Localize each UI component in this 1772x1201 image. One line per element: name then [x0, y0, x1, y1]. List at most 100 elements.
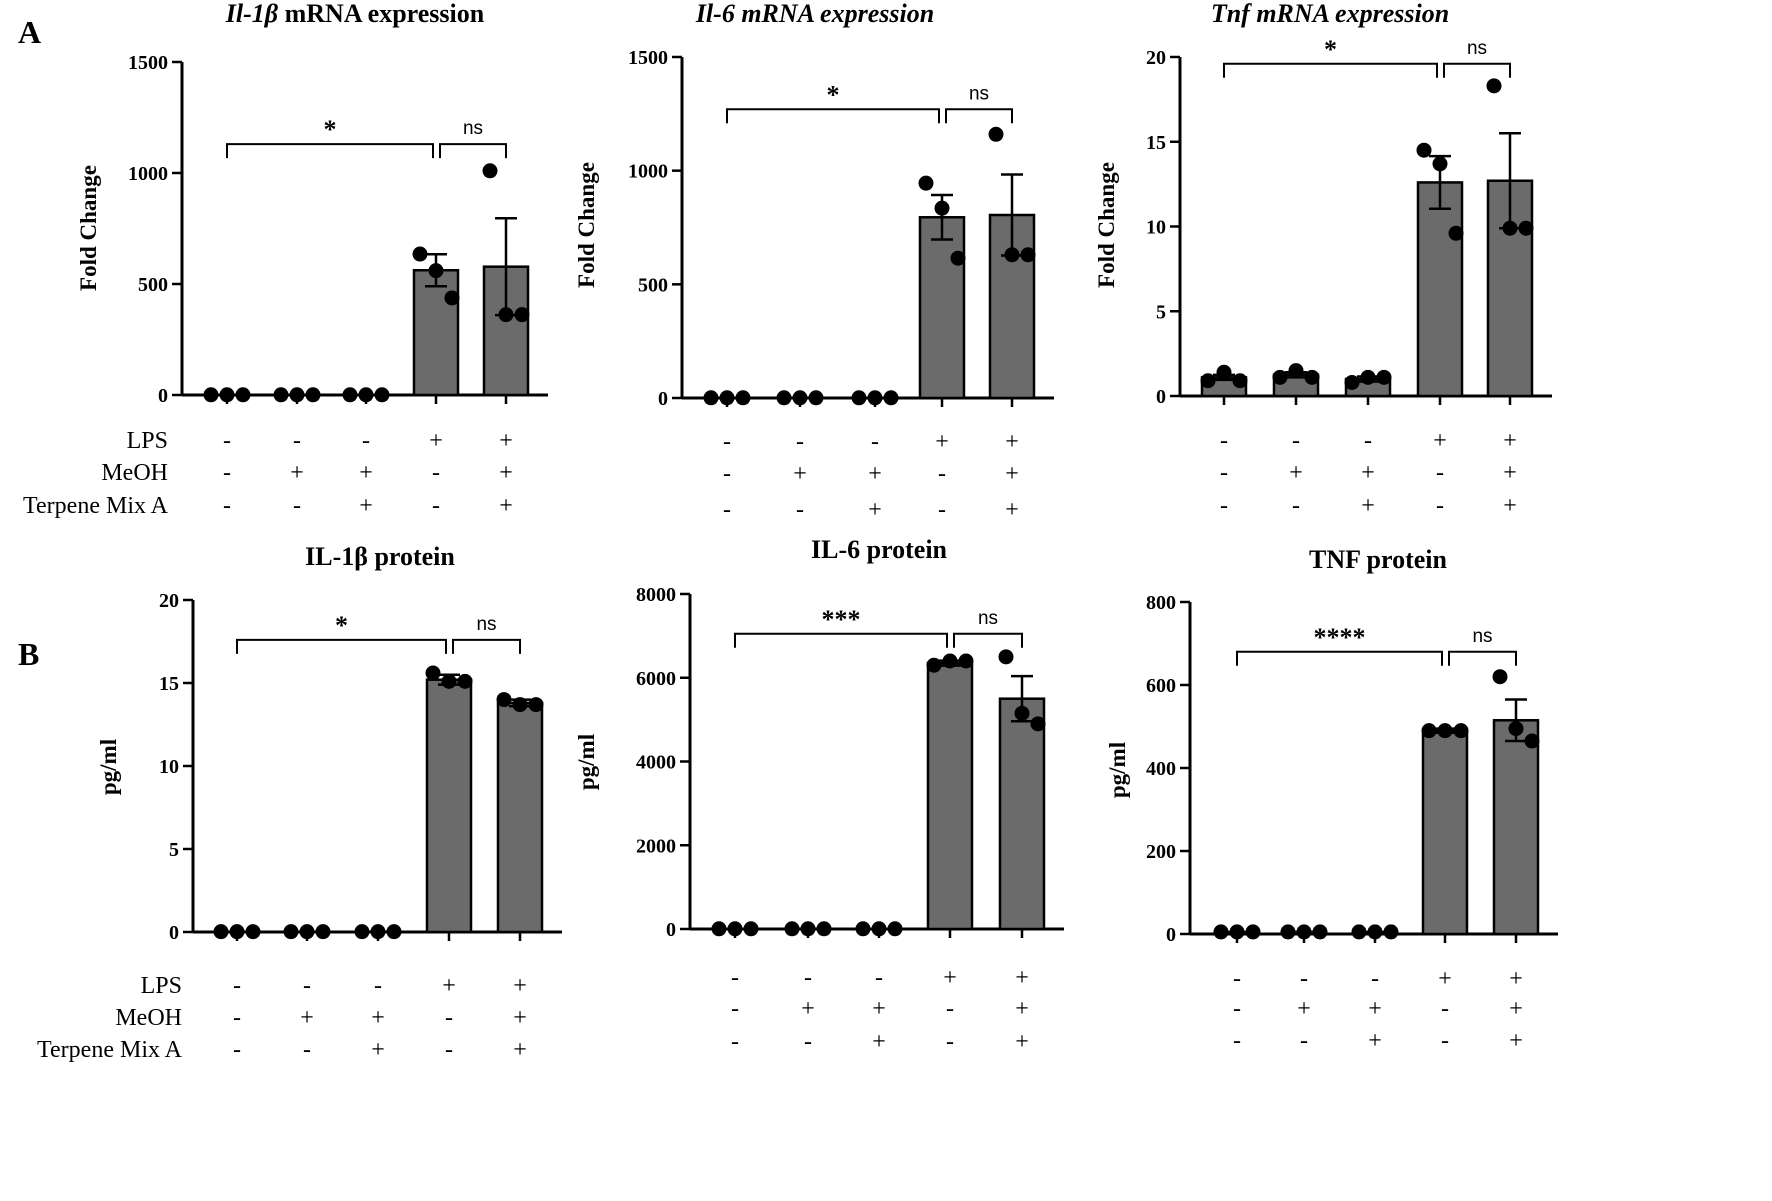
data-point — [1502, 220, 1518, 236]
condition-sign: + — [300, 1005, 314, 1031]
condition-sign: - — [293, 493, 301, 519]
bar — [425, 678, 473, 934]
condition-sign: - — [293, 428, 301, 454]
condition-sign: + — [1503, 460, 1517, 486]
condition-sign: + — [868, 461, 882, 487]
condition-sign: - — [1292, 428, 1300, 454]
chart-title-part: Il-6 mRNA expression — [695, 0, 934, 28]
y-axis-label: Fold Change — [76, 165, 101, 291]
bar — [918, 216, 966, 400]
condition-sign: - — [1233, 966, 1241, 992]
significance-bracket — [953, 632, 1023, 648]
data-point — [1272, 369, 1288, 385]
condition-sign: + — [1503, 493, 1517, 519]
y-tick-label: 0 — [658, 388, 668, 410]
condition-sign: - — [796, 429, 804, 455]
significance-bracket — [726, 108, 940, 124]
chart-4: IL-1β protein pg/ml 0 5 10 15 20 * ns LPS - - - + + MeO… — [37, 542, 562, 1063]
condition-sign: + — [1368, 1028, 1382, 1054]
chart-5: IL-6 protein pg/ml 0 2000 4000 6000 8000 *** ns -… — [574, 535, 1064, 1055]
data-point — [283, 924, 299, 940]
condition-sign: - — [1233, 1028, 1241, 1054]
data-point — [457, 673, 473, 689]
panel-label-b: B — [18, 636, 39, 672]
condition-sign: - — [1220, 428, 1228, 454]
condition-sign: + — [1005, 461, 1019, 487]
condition-sign: - — [1233, 996, 1241, 1022]
chart-3: Tnf mRNA expression Fold Change 0 5 10 15 20 * n… — [1094, 0, 1552, 519]
data-point — [213, 924, 229, 940]
chart-title-part: IL-1β protein — [305, 542, 455, 571]
significance-label: **** — [1314, 623, 1366, 652]
data-point — [1288, 363, 1304, 379]
significance-bracket — [734, 632, 948, 648]
y-tick-label: 2000 — [636, 835, 676, 857]
condition-sign: - — [796, 497, 804, 523]
data-point — [1296, 924, 1312, 940]
data-point — [1416, 142, 1432, 158]
bar — [1492, 719, 1540, 936]
data-point — [1492, 669, 1508, 685]
condition-sign: + — [1368, 996, 1382, 1022]
data-point — [342, 387, 358, 403]
data-point — [245, 924, 261, 940]
data-point — [305, 387, 321, 403]
data-point — [776, 390, 792, 406]
condition-sign: - — [223, 428, 231, 454]
data-point — [229, 924, 245, 940]
data-point — [1280, 924, 1296, 940]
data-point — [1213, 924, 1229, 940]
data-point — [289, 387, 305, 403]
condition-sign: - — [723, 497, 731, 523]
data-point — [1518, 220, 1534, 236]
data-point — [1014, 705, 1030, 721]
condition-sign: + — [1005, 429, 1019, 455]
data-point — [934, 200, 950, 216]
condition-sign: - — [374, 973, 382, 999]
data-point — [498, 307, 514, 323]
data-point — [1367, 924, 1383, 940]
condition-sign: - — [1300, 1028, 1308, 1054]
y-tick-label: 4000 — [636, 752, 676, 774]
chart-title: TNF protein — [1309, 545, 1447, 574]
condition-sign: + — [935, 429, 949, 455]
data-point — [1432, 156, 1448, 172]
significance-label: ns — [463, 118, 483, 139]
data-point — [1344, 374, 1360, 390]
condition-sign: - — [1441, 996, 1449, 1022]
significance-bracket — [452, 638, 521, 654]
y-axis-label: Fold Change — [1094, 162, 1119, 288]
data-point — [998, 649, 1014, 665]
bar — [1416, 181, 1464, 398]
data-point — [444, 290, 460, 306]
y-tick-label: 600 — [1146, 675, 1176, 697]
y-tick-label: 15 — [1146, 132, 1166, 154]
condition-sign: - — [303, 1037, 311, 1063]
condition-sign: + — [499, 460, 513, 486]
condition-sign: + — [1503, 428, 1517, 454]
significance-label: ns — [1472, 626, 1492, 647]
data-point — [203, 387, 219, 403]
condition-label: LPS — [127, 428, 168, 454]
data-point — [958, 653, 974, 669]
y-axis-label: pg/ml — [574, 734, 599, 790]
data-point — [743, 921, 759, 937]
significance-label: * — [827, 80, 840, 109]
condition-sign: + — [499, 428, 513, 454]
data-point — [800, 921, 816, 937]
y-tick-label: 400 — [1146, 758, 1176, 780]
y-tick-label: 1000 — [628, 161, 668, 183]
condition-sign: - — [1292, 493, 1300, 519]
condition-label: MeOH — [115, 1005, 182, 1031]
condition-sign: + — [801, 996, 815, 1022]
condition-sign: - — [1436, 493, 1444, 519]
data-point — [1448, 225, 1464, 241]
y-tick-label: 200 — [1146, 841, 1176, 863]
y-tick-label: 1000 — [128, 163, 168, 185]
condition-sign: + — [1015, 965, 1029, 991]
significance-bracket — [1448, 650, 1517, 666]
condition-sign: - — [1220, 493, 1228, 519]
significance-bracket — [1236, 650, 1443, 666]
y-tick-label: 15 — [159, 673, 179, 695]
data-point — [1004, 247, 1020, 263]
